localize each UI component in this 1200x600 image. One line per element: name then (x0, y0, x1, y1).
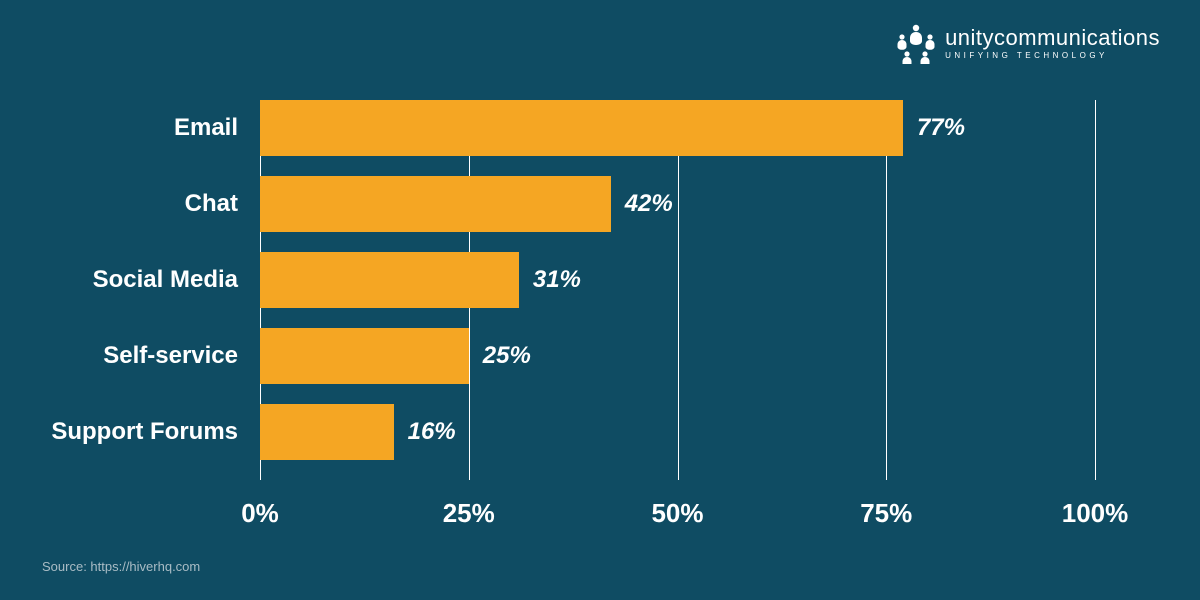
bar-value-label: 77% (917, 114, 965, 142)
bar-row: Social Media31% (260, 252, 1095, 308)
brand-logo: unitycommunications UNIFYING TECHNOLOGY (895, 22, 1160, 64)
bar-category-label: Email (174, 100, 238, 156)
bar-category-label: Chat (185, 176, 238, 232)
bar-category-label: Support Forums (51, 404, 238, 460)
bar-chart: 0%25%50%75%100%Email77%Chat42%Social Med… (260, 100, 1095, 480)
bar-category-label: Social Media (93, 252, 238, 308)
x-tick-label: 25% (443, 498, 495, 529)
bar-value-label: 31% (533, 266, 581, 294)
x-tick-label: 50% (651, 498, 703, 529)
x-tick-label: 100% (1062, 498, 1129, 529)
brand-logo-icon (895, 22, 937, 64)
bar-row: Self-service25% (260, 328, 1095, 384)
bar-row: Support Forums16% (260, 404, 1095, 460)
source-attribution: Source: https://hiverhq.com (42, 559, 200, 574)
bar-value-label: 16% (408, 418, 456, 446)
bar (260, 100, 903, 156)
bar (260, 176, 611, 232)
x-tick-label: 0% (241, 498, 279, 529)
bar (260, 404, 394, 460)
x-tick-label: 75% (860, 498, 912, 529)
bar-value-label: 25% (483, 342, 531, 370)
bar (260, 328, 469, 384)
gridline (1095, 100, 1096, 480)
bar (260, 252, 519, 308)
bar-value-label: 42% (625, 190, 673, 218)
bar-category-label: Self-service (103, 328, 238, 384)
bar-row: Chat42% (260, 176, 1095, 232)
brand-tagline: UNIFYING TECHNOLOGY (945, 52, 1160, 60)
brand-name: unitycommunications (945, 27, 1160, 49)
bar-row: Email77% (260, 100, 1095, 156)
